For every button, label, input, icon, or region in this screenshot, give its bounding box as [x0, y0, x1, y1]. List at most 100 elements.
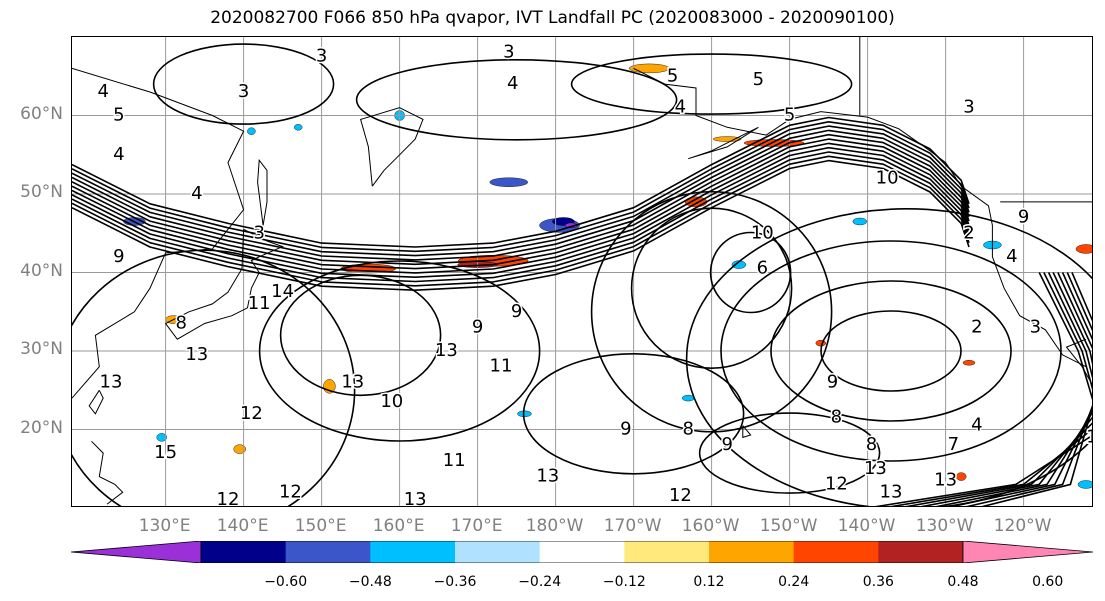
- ivt-contour-line: [820, 310, 962, 392]
- contour-label: 8: [682, 419, 693, 440]
- contour-label: 15: [154, 442, 177, 463]
- contour-label: 5: [753, 69, 764, 90]
- ivt-contour-line: [72, 138, 970, 270]
- qvapor-anomaly-shading: [123, 63, 1092, 489]
- ivt-contour-line: [935, 272, 1092, 506]
- anomaly-patch: [293, 124, 303, 131]
- colorbar: [71, 541, 1093, 563]
- coastline: [72, 67, 245, 399]
- contour-label: 12: [825, 473, 848, 494]
- latitude-tick-label: 20°N: [20, 417, 63, 438]
- anomaly-patch: [713, 136, 742, 142]
- contour-label: 8: [866, 434, 877, 455]
- anomaly-patch: [1075, 244, 1092, 254]
- contour-label: 13: [864, 458, 887, 479]
- ivt-contour-line: [72, 155, 970, 287]
- contour-label: 3: [253, 222, 264, 243]
- contour-label: 3: [316, 46, 327, 67]
- anomaly-patch: [682, 394, 695, 402]
- ivt-contour-line: [920, 272, 1092, 506]
- longitude-tick-label: 160°E: [372, 516, 425, 536]
- coastline: [91, 440, 124, 505]
- contour-label: 12: [240, 403, 263, 424]
- anomaly-patch: [815, 339, 826, 347]
- ivt-contour-line: [72, 159, 970, 291]
- colorbar-tick-label: −0.36: [433, 574, 477, 590]
- colorbar-segment: [878, 541, 964, 563]
- longitude-tick-label: 140°E: [216, 516, 269, 536]
- ivt-contour-line: [709, 231, 792, 314]
- anomaly-patch: [731, 260, 747, 269]
- ivt-contour-line: [981, 272, 1092, 506]
- contour-label: 13: [435, 340, 458, 361]
- coastline: [257, 158, 268, 226]
- ivt-contour-line: [258, 260, 541, 442]
- latitude-tick-label: 40°N: [20, 260, 63, 281]
- longitude-tick-label: 180°W: [525, 516, 584, 536]
- latitude-tick-label: 30°N: [20, 339, 63, 359]
- anomaly-patch: [852, 217, 867, 226]
- latitude-tick-label: 50°N: [20, 182, 63, 202]
- ivt-contour-line: [770, 280, 1012, 422]
- ivt-contour-line: [72, 129, 970, 261]
- contour-label: 11: [248, 293, 271, 314]
- contour-label: 4: [507, 73, 518, 94]
- colorbar-tick-label: −0.24: [518, 574, 562, 590]
- contour-label: 8: [175, 313, 186, 334]
- ivt-contour-line: [905, 272, 1092, 506]
- colorbar-tick-label: 0.12: [693, 574, 725, 590]
- contour-label: 10: [751, 222, 774, 243]
- ivt-contour-line: [951, 272, 1092, 506]
- contour-label: 8: [831, 407, 842, 428]
- colorbar-segment: [709, 541, 795, 563]
- contour-label: 9: [511, 301, 522, 322]
- ivt-contour-line: [355, 58, 678, 141]
- ivt-contour-line: [890, 272, 1092, 506]
- colorbar-tick-label: 0.36: [862, 574, 894, 590]
- ivt-contours: [72, 43, 1092, 506]
- colorbar-tick-label: 0.24: [778, 574, 810, 590]
- ivt-contour-line: [72, 121, 970, 253]
- longitude-tick-label: 120°W: [993, 516, 1052, 536]
- contour-label: 5: [667, 65, 678, 86]
- longitude-tick-label: 160°W: [681, 516, 740, 536]
- colorbar-segment: [285, 541, 371, 563]
- colorbar-segment: [201, 541, 287, 563]
- contour-label: 14: [271, 281, 294, 302]
- ivt-contour-line: [570, 53, 853, 115]
- contour-label: 12: [669, 485, 692, 506]
- longitude-tick-label: 140°W: [837, 516, 896, 536]
- ivt-contour-line: [72, 142, 970, 274]
- ivt-contour-line: [590, 190, 833, 433]
- contour-label: 10: [380, 391, 403, 412]
- contour-label: 5: [113, 105, 124, 126]
- contour-label: 4: [97, 81, 108, 102]
- contour-label: 13: [536, 466, 559, 487]
- ivt-contour-line: [875, 272, 1092, 506]
- anomaly-patch: [156, 433, 167, 442]
- ivt-contour-line: [72, 125, 970, 257]
- colorbar-segment: [624, 541, 710, 563]
- colorbar-segment: [455, 541, 541, 563]
- coastline: [742, 425, 752, 439]
- contour-label: 3: [238, 81, 249, 102]
- anomaly-patch: [962, 360, 976, 366]
- colorbar-tick-label: −0.48: [348, 574, 392, 590]
- longitude-tick-label: 150°W: [759, 516, 818, 536]
- latitude-tick-label: 60°N: [20, 103, 63, 124]
- longitude-tick-label: 130°E: [138, 516, 191, 536]
- longitude-tick-label: 130°W: [915, 516, 974, 536]
- longitude-tick-label: 150°E: [294, 516, 347, 536]
- contour-label: 9: [721, 434, 732, 455]
- contour-label: 4: [191, 183, 202, 204]
- ivt-contour-line: [72, 151, 970, 283]
- contour-label: 13: [341, 371, 364, 392]
- anomaly-patch: [233, 444, 246, 454]
- ivt-contour-line: [152, 43, 335, 125]
- contour-label: 13: [880, 481, 903, 502]
- contour-label: 13: [934, 470, 957, 491]
- anomaly-patch: [247, 127, 256, 135]
- ivt-contour-line: [698, 412, 881, 494]
- contour-label: 11: [443, 450, 466, 471]
